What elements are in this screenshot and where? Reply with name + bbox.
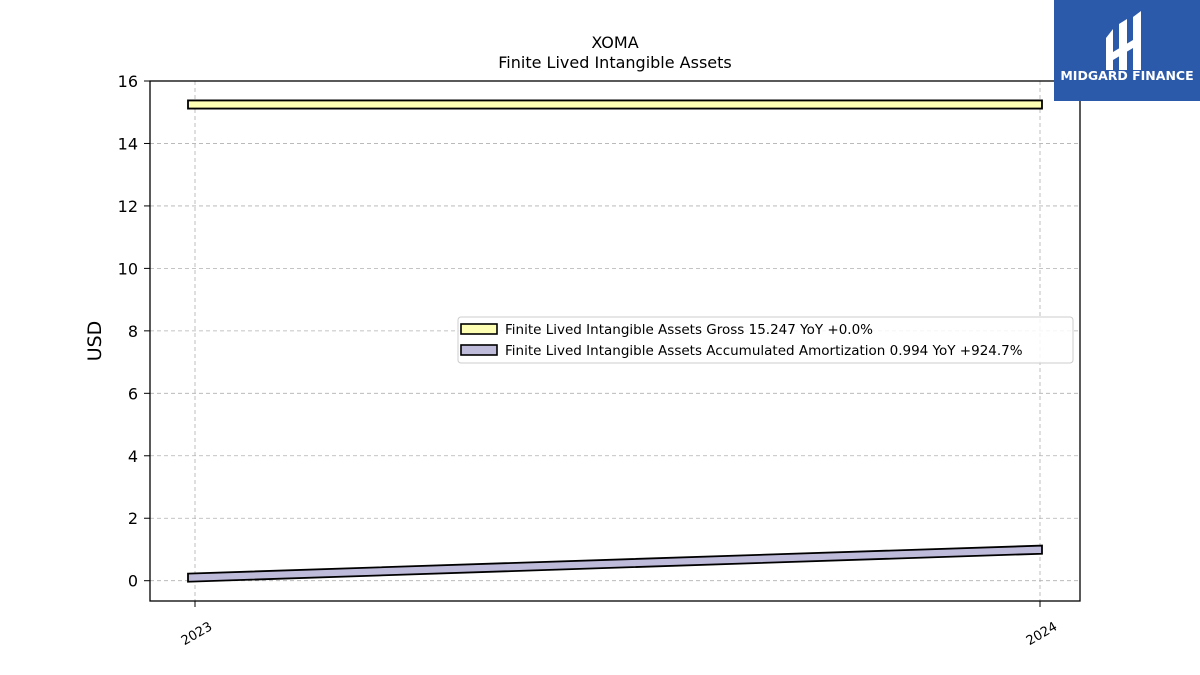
y-tick-label: 10 (118, 259, 138, 278)
chart-subtitle: Finite Lived Intangible Assets (498, 53, 731, 72)
legend-swatch (460, 323, 498, 335)
series-layer (187, 99, 1043, 583)
y-tick-label: 0 (128, 572, 138, 591)
y-tick-label: 4 (128, 447, 138, 466)
y-tick-label: 6 (128, 384, 138, 403)
x-tick-label: 2024 (1024, 619, 1060, 649)
logo-text: MIDGARD FINANCE (1060, 68, 1193, 83)
series-2-band (187, 544, 1043, 583)
legend-label: Finite Lived Intangible Assets Accumulat… (505, 343, 1023, 359)
logo-mark-icon (1106, 11, 1141, 70)
x-tick-label: 2023 (179, 619, 215, 649)
legend-label: Finite Lived Intangible Assets Gross 15.… (505, 322, 873, 338)
y-tick-label: 16 (118, 72, 138, 91)
legend: Finite Lived Intangible Assets Gross 15.… (457, 316, 1074, 364)
series-1-band (187, 99, 1043, 110)
y-tick-label: 12 (118, 197, 138, 216)
x-axis: 2023 2024 (179, 601, 1060, 649)
y-tick-label: 14 (118, 134, 138, 153)
y-axis: 0 2 4 6 8 10 12 14 16 (118, 72, 150, 591)
chart-title: XOMA (591, 33, 638, 52)
y-tick-label: 8 (128, 322, 138, 341)
y-tick-label: 2 (128, 509, 138, 528)
legend-swatch (460, 344, 498, 356)
midgard-finance-logo: MIDGARD FINANCE (1054, 0, 1200, 101)
legend-box (457, 316, 1074, 364)
plot-frame (149, 80, 1081, 602)
y-axis-label: USD (84, 321, 106, 362)
